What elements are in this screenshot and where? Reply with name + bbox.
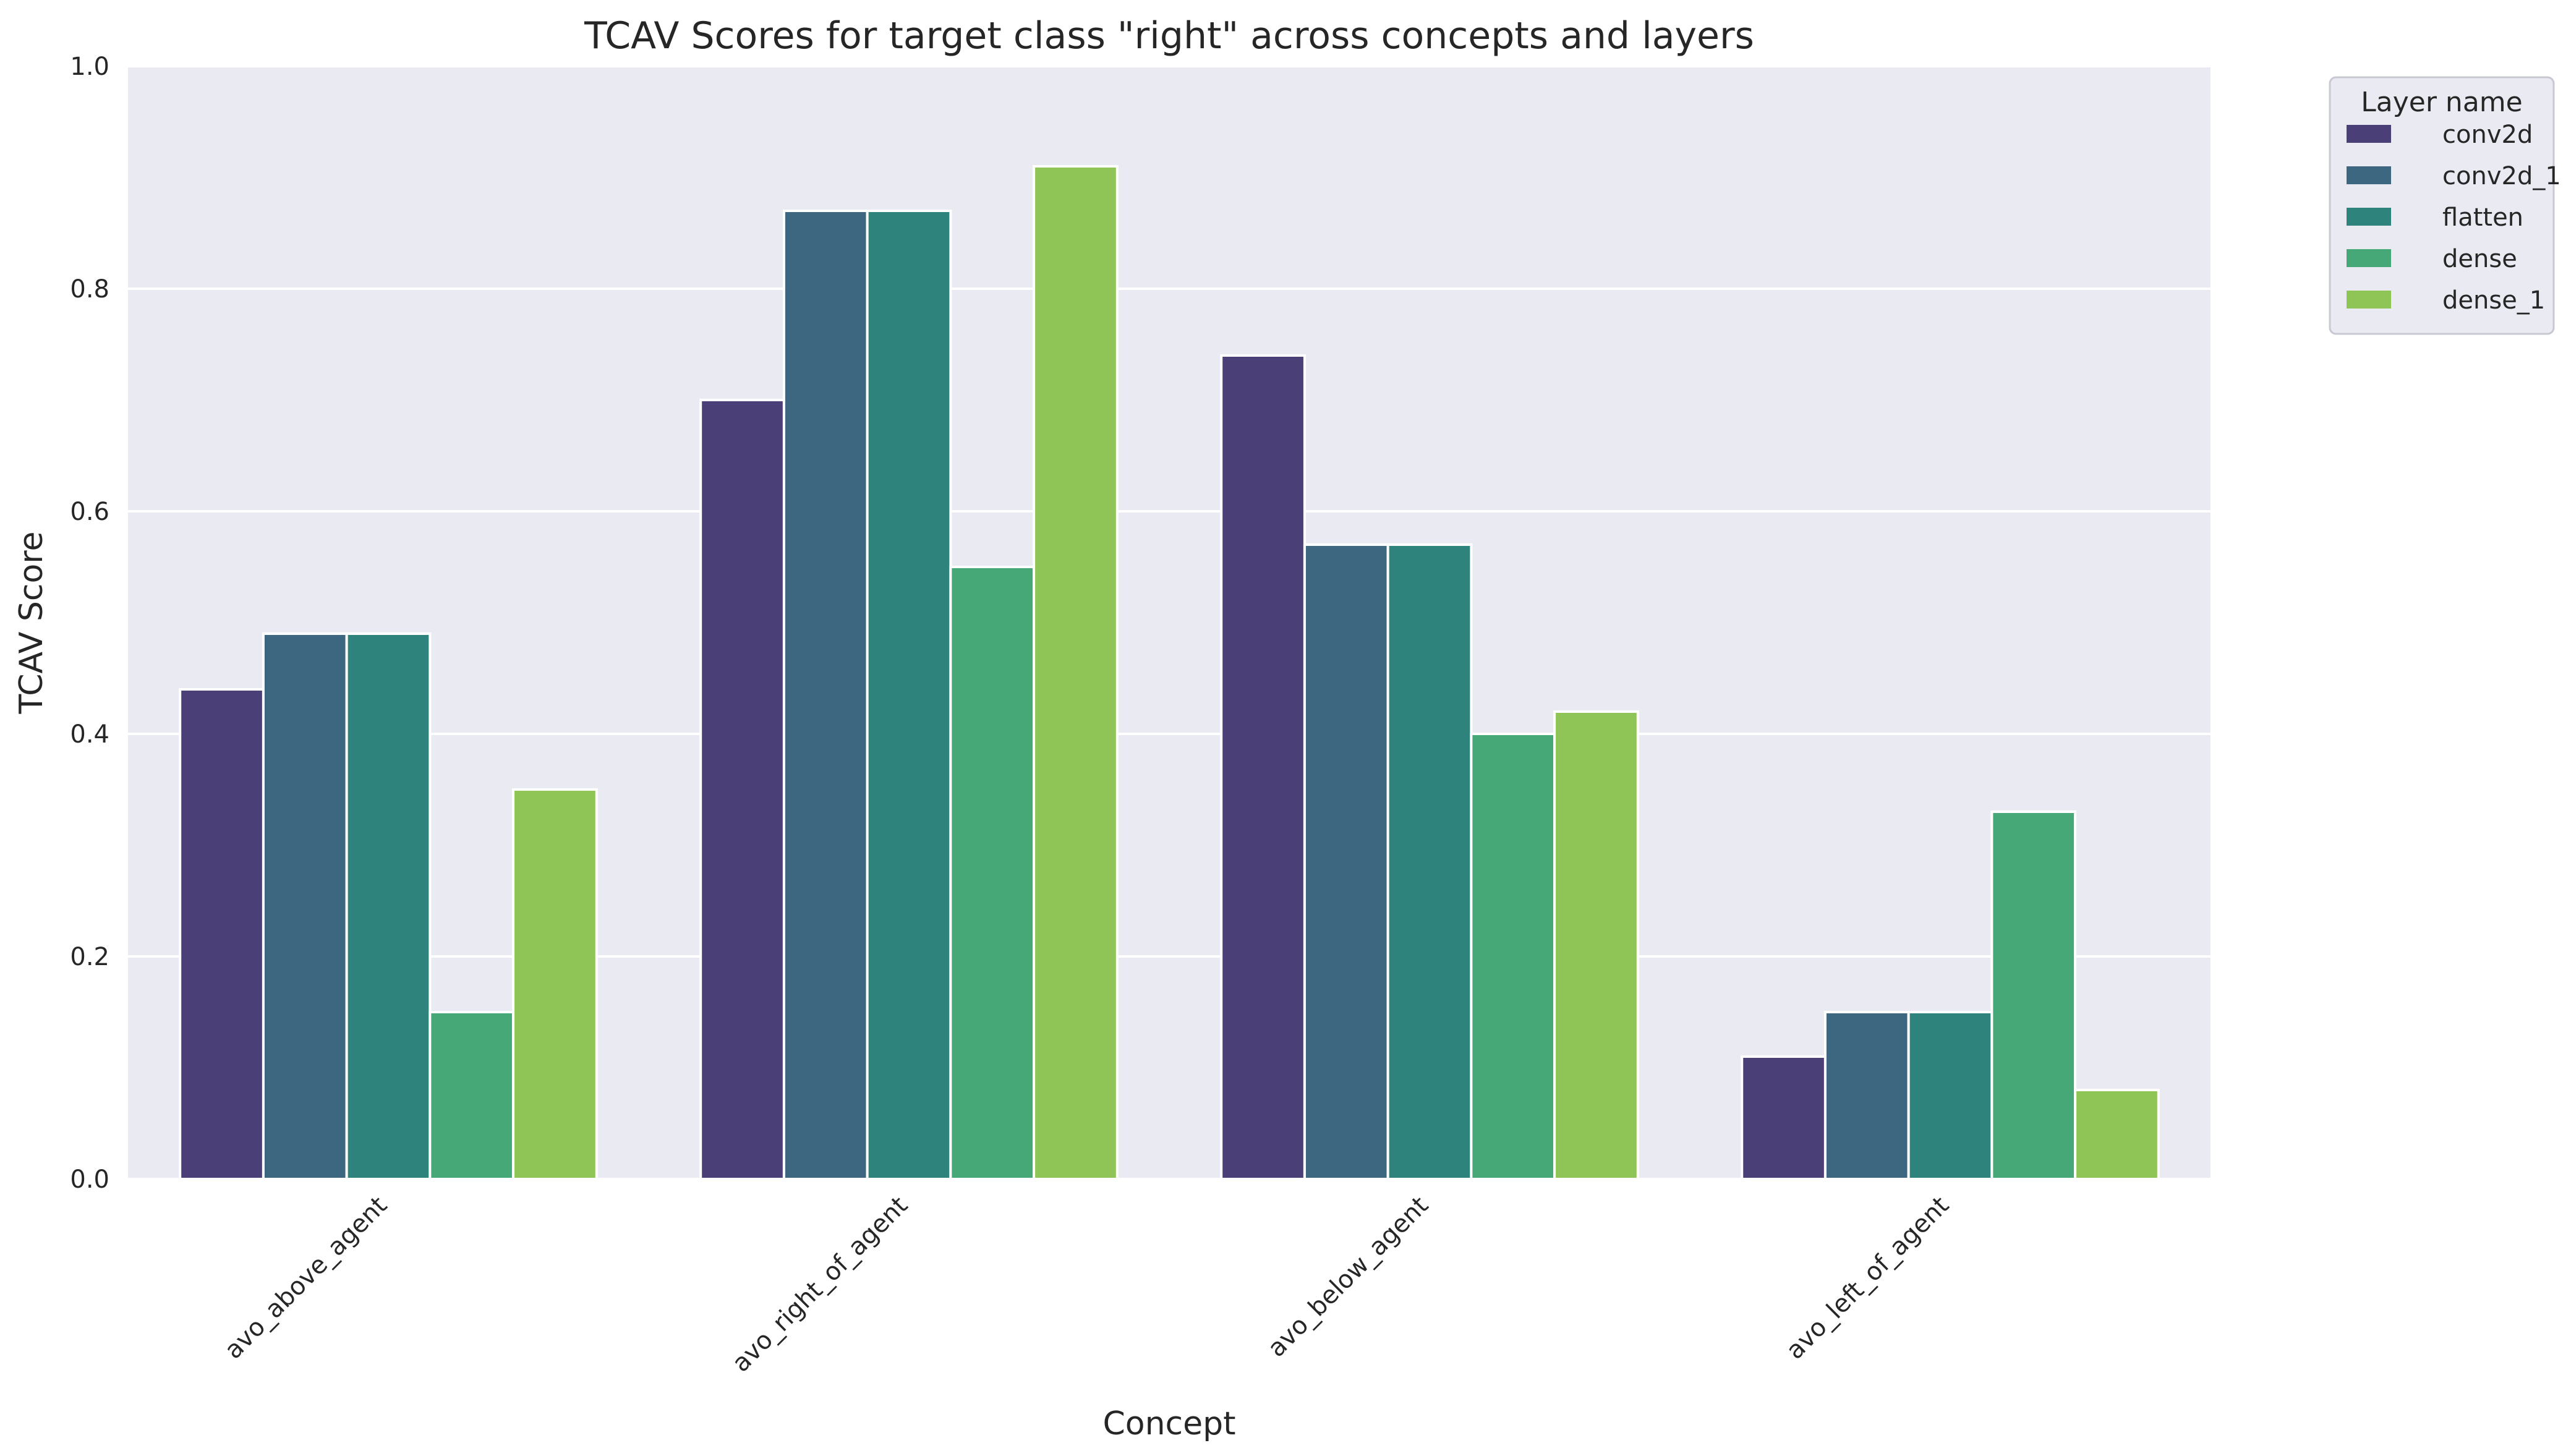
chart-title: TCAV Scores for target class "right" acr… xyxy=(584,14,1754,57)
bar-conv2d-avo_right_of_agent xyxy=(699,399,785,1180)
legend-swatch-conv2d xyxy=(2347,125,2391,143)
x-axis-label: Concept xyxy=(1102,1405,1235,1442)
bar-conv2d_1-avo_left_of_agent xyxy=(1823,1011,1910,1180)
legend-label-flatten: flatten xyxy=(2442,203,2523,232)
plot-background xyxy=(128,66,2211,1179)
bar-dense_1-avo_below_agent xyxy=(1553,710,1639,1180)
legend-swatch-dense_1 xyxy=(2347,291,2391,309)
bar-conv2d-avo_above_agent xyxy=(179,688,265,1180)
bar-conv2d_1-avo_right_of_agent xyxy=(782,210,869,1180)
y-tick-labels: 0.0 0.2 0.4 0.6 0.8 1.0 xyxy=(70,53,109,1194)
y-tick-label: 0.6 xyxy=(70,498,109,526)
bar-conv2d-avo_left_of_agent xyxy=(1741,1055,1827,1180)
bar-dense_1-avo_left_of_agent xyxy=(2074,1089,2160,1180)
legend-label-dense: dense xyxy=(2442,245,2517,273)
bar-flatten-avo_above_agent xyxy=(345,632,432,1180)
bar-flatten-avo_right_of_agent xyxy=(866,210,952,1180)
legend-swatch-flatten xyxy=(2347,208,2391,226)
bar-dense-avo_right_of_agent xyxy=(949,566,1036,1180)
legend-swatch-conv2d_1 xyxy=(2347,166,2391,184)
bar-conv2d-avo_below_agent xyxy=(1220,354,1306,1180)
bar-dense-avo_above_agent xyxy=(428,1011,515,1180)
y-tick-label: 0.4 xyxy=(70,720,109,749)
y-tick-label: 0.0 xyxy=(70,1165,109,1194)
bar-dense-avo_below_agent xyxy=(1470,733,1556,1180)
legend-title: Layer name xyxy=(2361,87,2522,118)
bar-dense-avo_left_of_agent xyxy=(1990,811,2077,1180)
legend-label-conv2d: conv2d xyxy=(2442,121,2533,149)
x-tick-label: avo_left_of_agent xyxy=(1781,1191,1955,1365)
bar-flatten-avo_left_of_agent xyxy=(1907,1011,1993,1180)
bar-conv2d_1-avo_below_agent xyxy=(1303,543,1389,1180)
legend-swatch-dense xyxy=(2347,249,2391,267)
x-tick-label: avo_below_agent xyxy=(1263,1191,1435,1363)
bars xyxy=(179,165,2160,1180)
bar-flatten-avo_below_agent xyxy=(1386,543,1473,1180)
y-axis-label: TCAV Score xyxy=(13,531,50,714)
bar-dense_1-avo_above_agent xyxy=(512,788,598,1180)
y-tick-label: 0.2 xyxy=(70,943,109,971)
x-tick-label: avo_right_of_agent xyxy=(727,1191,913,1378)
legend-label-dense_1: dense_1 xyxy=(2442,286,2545,315)
bar-dense_1-avo_right_of_agent xyxy=(1033,165,1119,1180)
y-tick-label: 0.8 xyxy=(70,275,109,304)
x-tick-labels: avo_above_agent avo_right_of_agent avo_bel… xyxy=(219,1191,1955,1378)
legend-label-conv2d_1: conv2d_1 xyxy=(2442,162,2561,190)
y-tick-label: 1.0 xyxy=(70,53,109,81)
x-tick-label: avo_above_agent xyxy=(219,1191,393,1365)
bar-conv2d_1-avo_above_agent xyxy=(262,632,348,1180)
